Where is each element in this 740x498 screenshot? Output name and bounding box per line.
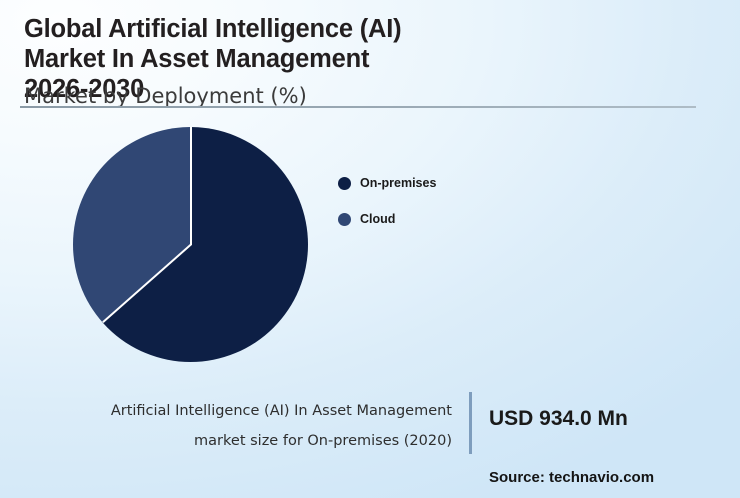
legend-item-label: On-premises	[360, 176, 437, 190]
pie-slice-divider-start	[189, 127, 192, 245]
market-size-value: USD 934.0 Mn	[489, 407, 628, 430]
footer-caption: Artificial Intelligence (AI) In Asset Ma…	[110, 403, 452, 449]
page-subtitle: Market by Deployment (%)	[24, 84, 307, 108]
pie-chart	[73, 127, 308, 362]
page-title: Global Artificial Intelligence (AI) Mark…	[24, 15, 402, 103]
footer-vertical-divider	[469, 392, 472, 454]
legend-dot-icon	[338, 212, 351, 226]
source-label: Source: technavio.com	[489, 469, 655, 486]
legend-item-label: Cloud	[360, 212, 396, 226]
legend-item-cloud[interactable]: Cloud	[338, 208, 518, 230]
legend-item-on-premises[interactable]: On-premises	[338, 172, 518, 194]
legend-dot-icon	[338, 176, 351, 190]
chart-legend: On-premises Cloud	[338, 172, 518, 244]
header-block: Global Artificial Intelligence (AI) Mark…	[22, 10, 712, 108]
header-divider	[20, 106, 696, 108]
